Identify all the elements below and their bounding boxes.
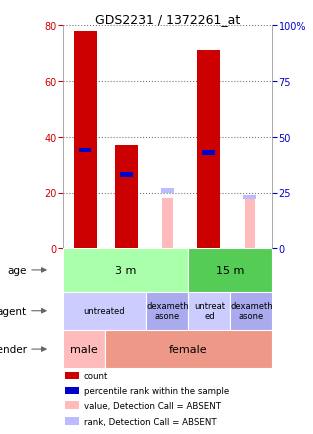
Bar [244,195,256,200]
Text: male: male [70,344,97,354]
Text: agent: agent [0,306,27,316]
Bar [120,173,132,178]
Title: GDS2231 / 1372261_at: GDS2231 / 1372261_at [95,13,240,26]
Text: gender: gender [0,344,27,354]
Text: 3 m: 3 m [115,265,136,275]
Bar [147,249,188,333]
Bar [106,249,147,333]
Text: GSM75444: GSM75444 [81,266,90,316]
Bar [65,401,79,409]
Text: value, Detection Call = ABSENT: value, Detection Call = ABSENT [84,401,221,410]
Bar [188,292,230,330]
Text: dexameth
asone: dexameth asone [230,301,273,321]
Text: GSM75445: GSM75445 [122,266,131,316]
Bar [146,292,188,330]
Bar [65,249,106,333]
Bar [65,372,79,379]
Bar [105,330,272,368]
Bar [161,189,174,193]
Text: count: count [84,371,108,380]
Text: GSM75448: GSM75448 [245,266,254,316]
Text: age: age [8,265,27,275]
Text: GSM75446: GSM75446 [204,266,213,316]
Text: untreat
ed: untreat ed [194,301,225,321]
Bar [74,32,96,249]
Bar [162,199,172,249]
Text: percentile rank within the sample: percentile rank within the sample [84,386,229,395]
Bar [230,292,272,330]
Bar [188,249,272,292]
Text: 15 m: 15 m [216,265,244,275]
Text: dexameth
asone: dexameth asone [146,301,189,321]
Bar [197,51,220,249]
Bar [115,146,138,249]
Bar [63,292,146,330]
Bar [65,387,79,394]
Text: female: female [169,344,208,354]
Bar [188,249,229,333]
Text: rank, Detection Call = ABSENT: rank, Detection Call = ABSENT [84,417,216,426]
Text: untreated: untreated [84,306,125,316]
Bar [229,249,270,333]
Text: GSM75447: GSM75447 [163,266,172,316]
Bar [203,151,215,155]
Bar [65,418,79,425]
Bar [79,148,91,153]
Bar [63,249,188,292]
Bar [244,199,255,249]
Bar [63,330,105,368]
